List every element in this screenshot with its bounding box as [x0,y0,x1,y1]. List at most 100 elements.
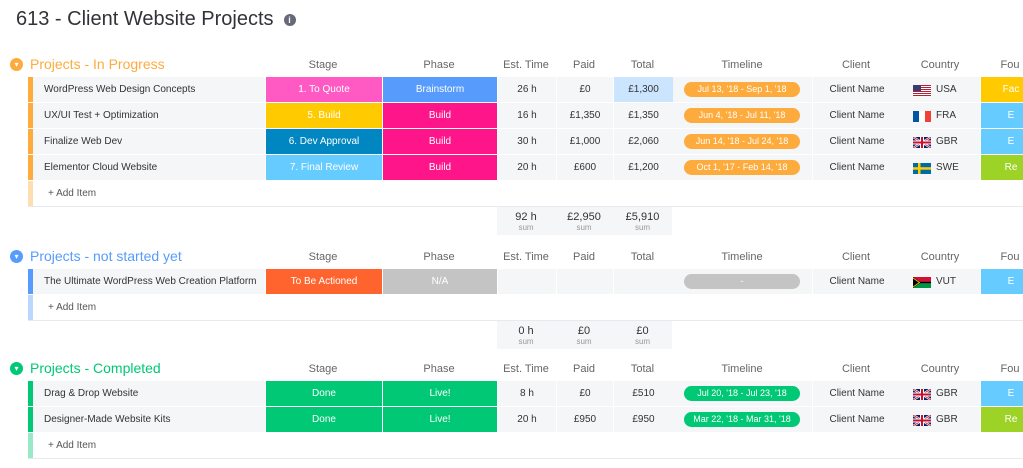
table-row[interactable]: Finalize Web Dev 6. Dev Approval Build 30 h… [28,129,1023,155]
total-cell[interactable]: £1,200 [613,155,673,180]
paid-cell[interactable]: £600 [556,155,613,180]
column-header-client[interactable]: Client [841,251,871,263]
column-header-phase[interactable]: Phase [423,251,455,263]
item-name[interactable]: The Ultimate WordPress Web Creation Plat… [44,276,257,287]
timeline-pill[interactable]: Jun 14, '18 - Jul 24, '18 [684,134,800,149]
column-header-time[interactable]: Est. Time [503,59,549,71]
add-item-label[interactable]: + Add Item [48,302,97,313]
phase-cell[interactable]: N/A [382,269,497,294]
column-header-fou[interactable]: Fou [1000,363,1020,375]
paid-cell[interactable] [556,269,613,294]
timeline-pill[interactable]: Jul 13, '18 - Sep 1, '18 [684,82,800,97]
time-cell[interactable]: 26 h [497,77,556,102]
group-title[interactable]: Projects - In Progress [30,56,165,72]
timeline-pill[interactable]: Jul 20, '18 - Jul 23, '18 [684,386,800,401]
timeline-pill[interactable]: Jun 4, '18 - Jul 11, '18 [684,108,800,123]
paid-cell[interactable]: £0 [556,381,613,406]
time-cell[interactable]: 20 h [497,407,556,432]
column-header-stage[interactable]: Stage [308,363,338,375]
total-cell[interactable] [613,269,673,294]
client-cell[interactable]: Client Name [812,407,901,432]
table-row[interactable]: Drag & Drop Website Done Live! 8 h £0 £510 Jul… [28,381,1023,407]
item-name[interactable]: WordPress Web Design Concepts [44,84,196,95]
table-row[interactable]: Elementor Cloud Website 7. Final Review Bu… [28,155,1023,181]
column-header-timeline[interactable]: Timeline [721,251,763,263]
timeline-pill[interactable]: Oct 1, '17 - Feb 14, '18 [684,160,800,175]
column-header-fou[interactable]: Fou [1000,251,1020,263]
item-name[interactable]: Designer-Made Website Kits [44,414,171,425]
column-header-country[interactable]: Country [920,59,960,71]
phase-cell[interactable]: Brainstorm [382,77,497,102]
timeline-pill[interactable]: - [684,274,800,289]
phase-cell[interactable]: Build [382,155,497,180]
phase-cell[interactable]: Build [382,129,497,154]
total-cell[interactable]: £1,300 [613,77,673,102]
total-cell[interactable]: £2,060 [613,129,673,154]
client-cell[interactable]: Client Name [812,103,901,128]
column-header-client[interactable]: Client [841,363,871,375]
column-header-phase[interactable]: Phase [423,363,455,375]
column-header-client[interactable]: Client [841,59,871,71]
time-cell[interactable]: 8 h [497,381,556,406]
board-title[interactable]: 613 - Client Website Projects [16,8,274,30]
column-header-paid[interactable]: Paid [572,251,596,263]
column-header-country[interactable]: Country [920,363,960,375]
stage-cell[interactable]: 6. Dev Approval [265,129,382,154]
column-header-time[interactable]: Est. Time [503,363,549,375]
client-cell[interactable]: Client Name [812,155,901,180]
phase-cell[interactable]: Build [382,103,497,128]
total-cell[interactable]: £950 [613,407,673,432]
total-cell[interactable]: £1,350 [613,103,673,128]
fou-cell[interactable]: E [980,103,1023,128]
fou-cell[interactable]: E [980,129,1023,154]
client-cell[interactable]: Client Name [812,77,901,102]
time-cell[interactable] [497,269,556,294]
time-cell[interactable]: 20 h [497,155,556,180]
column-header-time[interactable]: Est. Time [503,251,549,263]
stage-cell[interactable]: Done [265,381,382,406]
paid-cell[interactable]: £0 [556,77,613,102]
column-header-timeline[interactable]: Timeline [721,59,763,71]
add-item-label[interactable]: + Add Item [48,188,97,199]
add-item-row[interactable]: + Add Item [28,295,1023,321]
add-item-row[interactable]: + Add Item [28,433,1023,459]
column-header-stage[interactable]: Stage [308,59,338,71]
fou-cell[interactable]: E [980,269,1023,294]
item-name[interactable]: Drag & Drop Website [44,388,139,399]
total-cell[interactable]: £510 [613,381,673,406]
column-header-total[interactable]: Total [630,251,655,263]
chevron-down-icon[interactable]: ▾ [10,250,23,263]
item-name[interactable]: Finalize Web Dev [44,136,123,147]
phase-cell[interactable]: Live! [382,407,497,432]
column-header-phase[interactable]: Phase [423,59,455,71]
stage-cell[interactable]: Done [265,407,382,432]
add-item-label[interactable]: + Add Item [48,440,97,451]
stage-cell[interactable]: 1. To Quote [265,77,382,102]
stage-cell[interactable]: 5. Build [265,103,382,128]
column-header-stage[interactable]: Stage [308,251,338,263]
time-cell[interactable]: 16 h [497,103,556,128]
table-row[interactable]: UX/UI Test + Optimization 5. Build Build 16… [28,103,1023,129]
timeline-pill[interactable]: Mar 22, '18 - Mar 31, '18 [684,412,800,427]
paid-cell[interactable]: £1,350 [556,103,613,128]
column-header-total[interactable]: Total [630,363,655,375]
column-header-paid[interactable]: Paid [572,59,596,71]
stage-cell[interactable]: To Be Actioned [265,269,382,294]
client-cell[interactable]: Client Name [812,129,901,154]
stage-cell[interactable]: 7. Final Review [265,155,382,180]
fou-cell[interactable]: Fac [980,77,1023,102]
fou-cell[interactable]: E [980,381,1023,406]
chevron-down-icon[interactable]: ▾ [10,362,23,375]
table-row[interactable]: The Ultimate WordPress Web Creation Plat… [28,269,1023,295]
phase-cell[interactable]: Live! [382,381,497,406]
paid-cell[interactable]: £950 [556,407,613,432]
column-header-paid[interactable]: Paid [572,363,596,375]
add-item-row[interactable]: + Add Item [28,181,1023,207]
fou-cell[interactable]: Re [980,155,1023,180]
table-row[interactable]: WordPress Web Design Concepts 1. To Quote… [28,77,1023,103]
item-name[interactable]: UX/UI Test + Optimization [44,110,159,121]
paid-cell[interactable]: £1,000 [556,129,613,154]
client-cell[interactable]: Client Name [812,269,901,294]
group-title[interactable]: Projects - not started yet [30,248,182,264]
column-header-country[interactable]: Country [920,251,960,263]
